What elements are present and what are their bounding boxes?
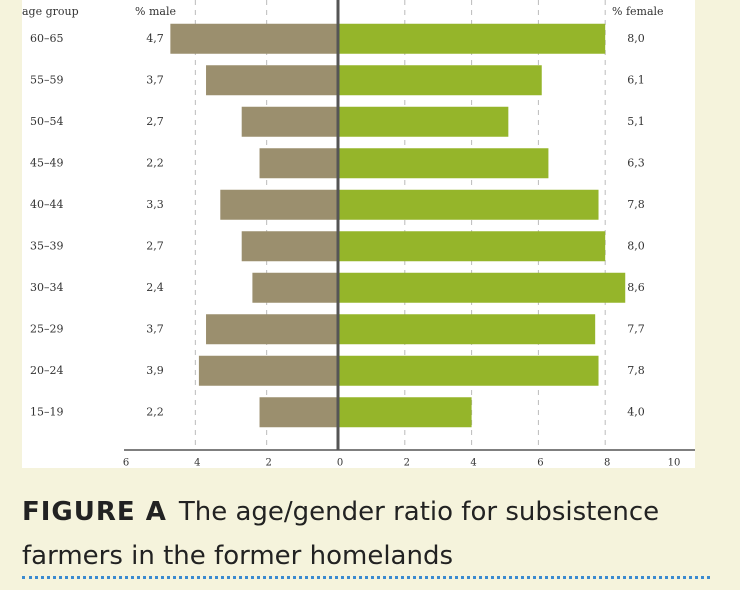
value-label: 6,1 bbox=[627, 73, 645, 86]
value-label: 7,7 bbox=[627, 322, 645, 335]
x-tick-label: 0 bbox=[337, 458, 343, 469]
value-label: 3,7 bbox=[146, 73, 164, 86]
bar bbox=[338, 106, 509, 137]
bar bbox=[338, 189, 599, 220]
category-label: 40–44 bbox=[30, 198, 64, 211]
bar bbox=[170, 23, 338, 54]
legend-male: % male bbox=[135, 5, 176, 18]
x-tick-label: 2 bbox=[404, 458, 410, 469]
value-label: 3,9 bbox=[146, 364, 164, 377]
category-label: 45–49 bbox=[30, 156, 64, 169]
value-label: 4,7 bbox=[146, 32, 164, 45]
category-label: 20–24 bbox=[30, 364, 64, 377]
bar bbox=[338, 355, 599, 386]
x-tick-label: 4 bbox=[194, 458, 200, 469]
bar bbox=[206, 65, 338, 96]
bar bbox=[220, 189, 338, 220]
x-tick-label: 6 bbox=[123, 458, 129, 469]
bar bbox=[206, 314, 338, 345]
category-label: 35–39 bbox=[30, 239, 64, 252]
caption-text: The age/gender ratio for subsistence far… bbox=[22, 497, 660, 571]
bar bbox=[338, 314, 596, 345]
category-label: 15–19 bbox=[30, 405, 64, 418]
value-label: 6,3 bbox=[627, 156, 645, 169]
category-label: 60–65 bbox=[30, 32, 64, 45]
value-label: 2,7 bbox=[146, 239, 164, 252]
bar bbox=[241, 106, 338, 137]
divider bbox=[22, 576, 710, 579]
bar bbox=[338, 397, 472, 428]
x-tick-label: 8 bbox=[604, 458, 610, 469]
value-label: 3,7 bbox=[146, 322, 164, 335]
x-tick-label: 2 bbox=[265, 458, 271, 469]
bar bbox=[338, 272, 626, 303]
value-label: 4,0 bbox=[627, 405, 645, 418]
value-label: 8,0 bbox=[627, 239, 645, 252]
value-label: 5,1 bbox=[627, 115, 645, 128]
x-tick-label: 4 bbox=[470, 458, 476, 469]
legend-female: % female bbox=[612, 5, 664, 18]
value-label: 2,7 bbox=[146, 115, 164, 128]
value-label: 8,6 bbox=[627, 281, 645, 294]
value-label: 7,8 bbox=[627, 198, 645, 211]
bar bbox=[252, 272, 338, 303]
value-label: 7,8 bbox=[627, 364, 645, 377]
value-label: 2,2 bbox=[146, 405, 164, 418]
x-tick-label: 6 bbox=[537, 458, 543, 469]
value-label: 8,0 bbox=[627, 32, 645, 45]
value-label: 3,3 bbox=[146, 198, 164, 211]
bar bbox=[259, 397, 338, 428]
bar bbox=[338, 148, 549, 179]
bar bbox=[259, 148, 338, 179]
caption-label: FIGURE A bbox=[22, 497, 167, 527]
bar bbox=[198, 355, 338, 386]
category-header: age group bbox=[22, 5, 79, 18]
category-label: 50–54 bbox=[30, 115, 64, 128]
bar bbox=[338, 23, 606, 54]
bar bbox=[338, 65, 542, 96]
bar bbox=[241, 231, 338, 262]
bar bbox=[338, 231, 606, 262]
category-label: 55–59 bbox=[30, 73, 64, 86]
x-tick-label: 10 bbox=[668, 458, 681, 469]
value-label: 2,4 bbox=[146, 281, 164, 294]
category-label: 25–29 bbox=[30, 322, 64, 335]
category-label: 30–34 bbox=[30, 281, 64, 294]
caption: FIGURE A The age/gender ratio for subsist… bbox=[22, 490, 682, 578]
value-label: 2,2 bbox=[146, 156, 164, 169]
